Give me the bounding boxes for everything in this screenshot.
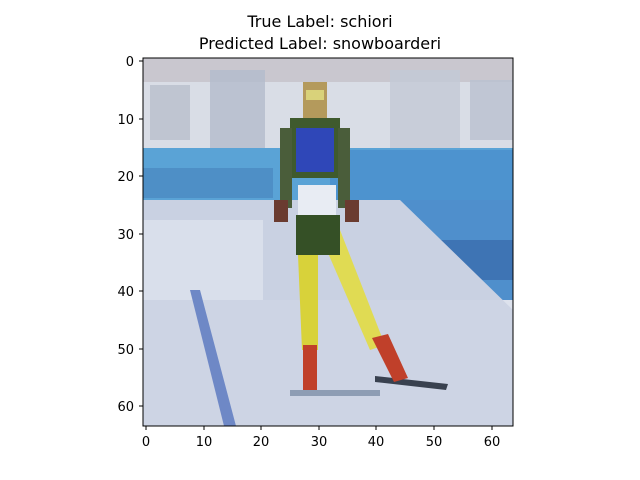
y-tick-label: 40 xyxy=(117,285,134,300)
x-tick-label: 10 xyxy=(196,435,213,450)
y-tick-label: 20 xyxy=(117,170,134,185)
x-tick-label: 0 xyxy=(142,435,150,450)
axes-frame xyxy=(142,57,514,427)
x-tick-label: 50 xyxy=(426,435,443,450)
y-tick-label: 60 xyxy=(117,400,134,415)
x-tick-label: 20 xyxy=(253,435,270,450)
skier-image xyxy=(143,58,513,426)
y-tick-label: 0 xyxy=(126,55,134,70)
y-tick-label: 50 xyxy=(117,343,134,358)
skier xyxy=(274,82,448,396)
x-tick-label: 60 xyxy=(484,435,501,450)
y-tick-label: 30 xyxy=(117,228,134,243)
lane-line xyxy=(190,290,236,426)
y-axis: 0 10 20 30 40 50 60 xyxy=(117,55,143,415)
x-tick-label: 30 xyxy=(311,435,328,450)
predicted-label-title: Predicted Label: snowboarderi xyxy=(198,34,442,53)
true-label-title: True Label: schiori xyxy=(247,12,393,31)
x-tick-label: 40 xyxy=(368,435,385,450)
y-tick-label: 10 xyxy=(117,113,134,128)
x-axis: 0 10 20 30 40 50 60 xyxy=(142,426,500,450)
